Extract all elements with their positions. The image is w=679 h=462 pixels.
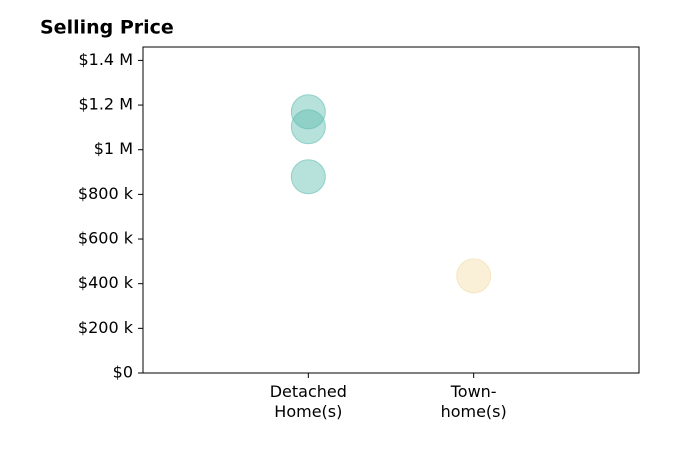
x-tick-label: Detached Home(s) <box>269 382 347 421</box>
y-tick-label: $0 <box>113 363 133 382</box>
y-tick-label: $600 k <box>78 229 134 248</box>
y-tick-label: $200 k <box>78 318 134 337</box>
x-tick-label: Town- home(s) <box>440 382 507 421</box>
chart-title: Selling Price <box>40 17 174 39</box>
y-tick-label: $1.2 M <box>78 95 133 114</box>
plot-frame <box>142 46 640 374</box>
point <box>290 109 326 145</box>
point <box>456 258 492 294</box>
y-tick-label: $1.4 M <box>78 50 133 69</box>
point <box>290 159 326 195</box>
point <box>290 94 326 130</box>
y-tick-label: $800 k <box>78 184 134 203</box>
y-tick-label: $1 M <box>94 139 133 158</box>
y-tick-label: $400 k <box>78 273 134 292</box>
